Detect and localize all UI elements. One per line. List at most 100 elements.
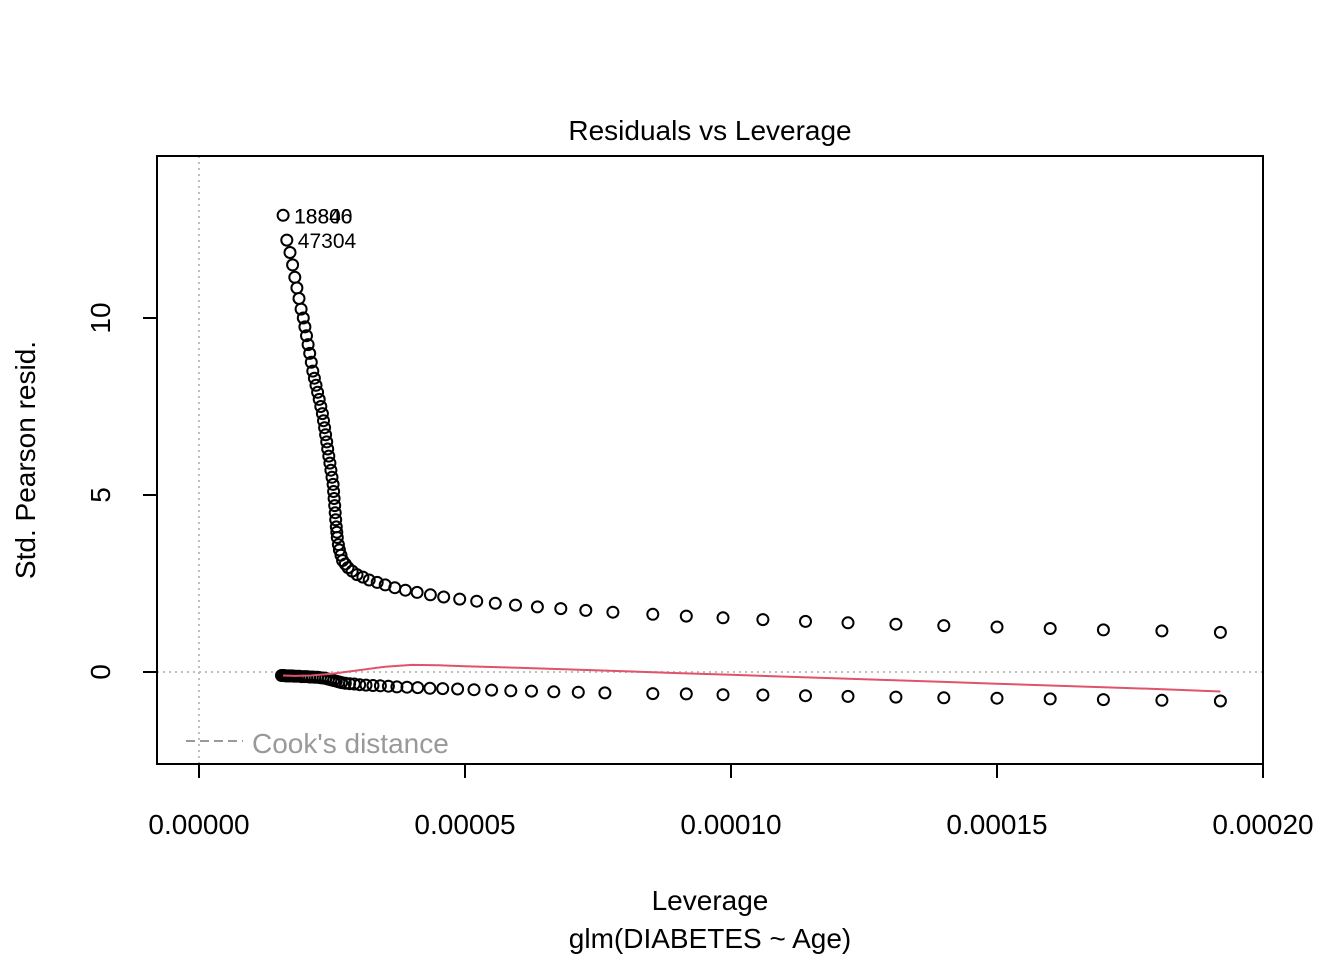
legend-label: Cook's distance [252, 728, 449, 759]
data-point [436, 682, 450, 696]
data-point [841, 616, 855, 630]
y-axis: 0 5 10 [85, 302, 158, 680]
data-point [309, 378, 323, 392]
data-point [319, 428, 333, 442]
x-tick-label: 0.00010 [680, 809, 781, 840]
data-point [1096, 623, 1110, 637]
data-point [1155, 624, 1169, 638]
data-point [312, 392, 326, 406]
data-point [937, 691, 951, 705]
data-point [314, 400, 328, 413]
data-point [276, 208, 290, 222]
data-point [318, 421, 332, 435]
data-point [327, 492, 341, 505]
data-point [990, 620, 1004, 634]
data-point [300, 329, 313, 343]
x-tick-label: 0.00005 [414, 809, 515, 840]
data-point [398, 583, 412, 597]
data-point [311, 385, 325, 399]
data-point [328, 506, 342, 520]
data-point [423, 588, 437, 602]
data-point [451, 682, 465, 696]
data-point [325, 470, 339, 484]
data-point [320, 435, 334, 449]
data-point [1096, 693, 1110, 707]
data-point [370, 575, 384, 589]
data-point [326, 477, 340, 491]
data-point [410, 585, 424, 599]
y-tick-label: 0 [85, 664, 116, 680]
data-point [306, 364, 320, 378]
data-point [525, 684, 538, 698]
data-point [1043, 622, 1057, 635]
data-point [315, 407, 329, 421]
data-point [329, 513, 343, 527]
x-axis-sublabel: glm(DIABETES ~ Age) [569, 923, 851, 954]
data-point [280, 233, 294, 247]
data-point [373, 679, 387, 693]
data-point [889, 617, 903, 631]
data-point [350, 568, 364, 582]
x-tick-label: 0.00020 [1212, 809, 1313, 840]
data-point [356, 570, 370, 584]
data-point [470, 594, 484, 608]
data-point [304, 355, 318, 369]
data-point [453, 592, 467, 606]
data-point [1213, 625, 1227, 639]
data-point [679, 687, 693, 701]
data-point [283, 246, 297, 259]
data-point [646, 687, 660, 701]
data-point [598, 686, 612, 700]
data-point [322, 449, 336, 463]
data-point [504, 684, 518, 698]
data-point [338, 676, 352, 690]
y-tick-label: 10 [85, 302, 116, 333]
smoother-line [283, 663, 1221, 693]
point-label: 47304 [298, 230, 357, 253]
data-point [716, 688, 730, 702]
data-point [799, 614, 812, 628]
x-axis: 0.00000 0.00005 0.00010 0.00015 0.00020 [148, 763, 1314, 840]
point-label: 18806 [294, 205, 352, 228]
data-point [317, 414, 330, 428]
data-point [579, 603, 593, 617]
data-point [467, 683, 481, 697]
data-point [307, 371, 321, 385]
data-point [937, 619, 951, 633]
data-point [321, 442, 335, 456]
data-point [1213, 694, 1227, 708]
data-point [1043, 692, 1057, 706]
data-point [841, 689, 855, 703]
data-point [646, 607, 660, 621]
data-point [301, 338, 315, 352]
data-point [411, 681, 425, 695]
y-axis-label: Std. Pearson resid. [10, 341, 41, 579]
x-tick-label: 0.00015 [946, 809, 1047, 840]
data-point [296, 311, 310, 325]
cooks-distance-legend: Cook's distance [186, 728, 449, 759]
y-tick-label: 5 [85, 487, 116, 503]
data-point [359, 678, 373, 692]
data-point [328, 499, 342, 513]
data-point [889, 690, 903, 704]
data-point [303, 346, 317, 360]
data-point [330, 525, 344, 539]
data-point [362, 573, 376, 587]
data-point [286, 258, 300, 272]
data-point [381, 679, 395, 693]
point-label: 18840 [294, 205, 352, 228]
data-point [571, 685, 585, 699]
data-point [990, 691, 1004, 705]
data-point [756, 613, 770, 627]
data-point [324, 463, 338, 477]
x-tick-label: 0.00000 [148, 809, 249, 840]
data-point [298, 320, 312, 334]
data-point [716, 611, 730, 625]
data-point [488, 596, 502, 610]
x-axis-label: Leverage [652, 885, 769, 916]
data-point [327, 485, 341, 498]
data-point [679, 609, 693, 623]
